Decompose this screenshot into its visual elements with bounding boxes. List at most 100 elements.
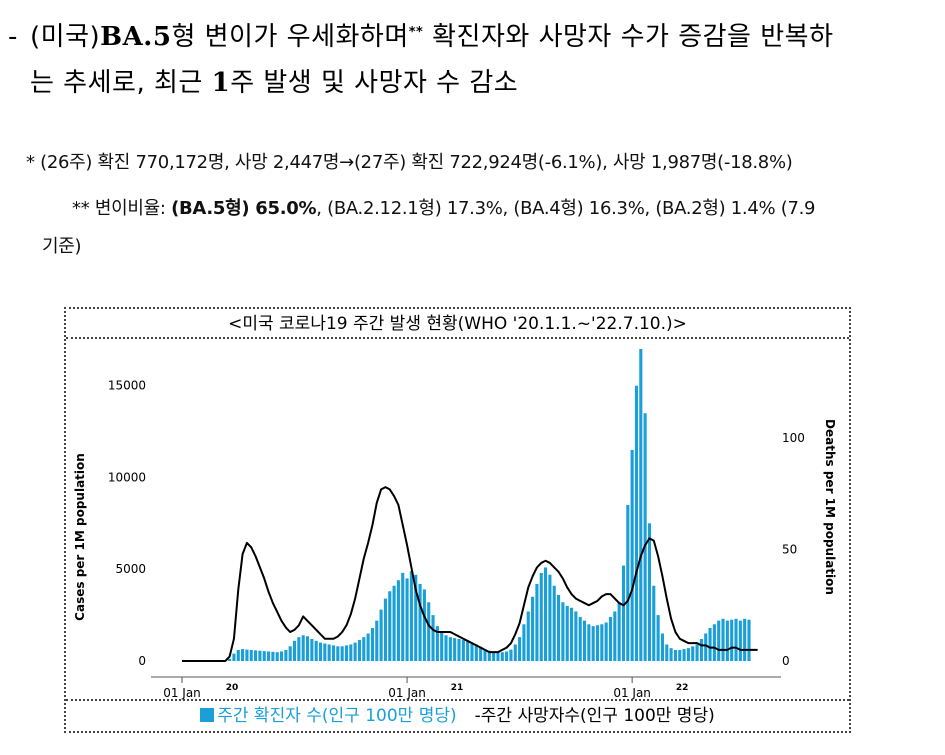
footnote-weekly-stats: * (26주) 확진 770,172명, 사망 2,447명→(27주) 확진 …	[26, 152, 793, 173]
bar-cases	[396, 580, 400, 661]
bar-cases	[708, 627, 712, 661]
legend-square-icon	[200, 708, 215, 722]
bar-cases	[539, 572, 543, 661]
bar-cases	[483, 649, 487, 661]
bar-cases	[513, 644, 517, 661]
bar-cases	[608, 616, 613, 661]
x-tick-year: 22	[676, 683, 689, 693]
chart-frame: <미국 코로나19 주간 발생 현황(WHO '20.1.1.~'22.7.10…	[64, 307, 851, 733]
heading-line-2: 는 추세로, 최근 1주 발생 및 사망자 수 감소	[30, 68, 519, 98]
bar-cases	[660, 633, 664, 661]
bar-cases	[699, 638, 703, 661]
bar-cases	[288, 646, 292, 661]
bar-cases	[370, 627, 374, 661]
bar-cases	[509, 649, 513, 661]
bar-cases	[431, 615, 435, 661]
y-right-tick-label: 100	[782, 431, 805, 445]
bar-cases	[427, 602, 431, 661]
bar-cases	[587, 624, 591, 661]
bar-cases	[331, 645, 336, 661]
bar-cases	[569, 607, 574, 661]
bar-cases	[327, 644, 331, 661]
x-tick-label: 01 Jan	[163, 686, 201, 700]
bar-cases	[691, 646, 695, 661]
bar-cases	[440, 631, 444, 661]
bar-cases	[531, 596, 535, 661]
bar-cases	[310, 638, 314, 661]
bar-cases	[492, 651, 496, 661]
bar-cases	[275, 652, 279, 661]
x-tick-label: 01 Jan	[613, 686, 651, 700]
bar-cases	[656, 615, 660, 661]
bar-cases	[561, 602, 565, 661]
bar-cases	[621, 565, 626, 661]
x-tick-year: 21	[451, 683, 464, 693]
bar-cases	[340, 646, 344, 661]
y-left-tick-label: 10000	[108, 470, 146, 484]
bar-cases	[634, 385, 639, 661]
bar-cases	[284, 649, 288, 661]
footnote-variant-ratio-cont: 기준)	[42, 236, 82, 257]
bar-cases	[453, 638, 457, 661]
bar-cases	[721, 618, 725, 661]
bar-cases	[357, 639, 362, 661]
bar-cases	[267, 651, 271, 661]
y-right-tick-label: 50	[782, 543, 797, 557]
bar-cases	[717, 620, 721, 661]
bar-cases	[457, 638, 461, 661]
bar-cases	[362, 637, 366, 661]
y-right-axis-title: Deaths per 1M population	[823, 419, 837, 595]
bar-cases	[673, 649, 677, 661]
bar-cases	[344, 645, 349, 661]
bar-cases	[595, 625, 600, 661]
bar-cases	[747, 619, 751, 661]
bar-cases	[496, 652, 500, 661]
bar-cases	[318, 642, 323, 661]
bar-cases	[301, 635, 305, 661]
heading-line-1: (미국)BA.5형 변이가 우세화하며** 확진자와 사망자 수가 증감을 반복…	[30, 22, 834, 52]
bar-cases	[652, 585, 656, 661]
bar-cases	[236, 649, 240, 661]
bar-cases	[254, 650, 258, 661]
bar-cases	[241, 649, 245, 661]
bar-cases	[388, 591, 392, 661]
bar-cases	[600, 624, 604, 661]
bar-cases	[297, 637, 301, 661]
bar-cases	[228, 658, 232, 661]
bar-cases	[552, 585, 556, 661]
bar-cases	[409, 571, 413, 661]
bar-cases	[474, 644, 478, 661]
bar-cases	[375, 620, 379, 661]
bar-cases	[518, 637, 522, 661]
bar-cases	[349, 644, 353, 661]
bar-cases	[479, 646, 483, 661]
bar-cases	[734, 618, 738, 661]
bar-cases	[271, 651, 275, 661]
bar-cases	[643, 413, 647, 661]
bar-cases	[435, 626, 439, 661]
bar-cases	[617, 602, 621, 661]
x-tick-year: 20	[226, 683, 239, 693]
bar-cases	[582, 620, 587, 661]
bar-cases	[379, 609, 383, 661]
y-left-tick-label: 0	[138, 654, 146, 668]
chart-legend: 주간 확진자 수(인구 100만 명당) -주간 사망자수(인구 100만 명당)	[66, 699, 849, 731]
bullet-dash: -	[8, 22, 18, 52]
bar-cases	[405, 578, 409, 661]
bar-cases	[743, 618, 747, 661]
bar-cases	[522, 624, 526, 661]
bar-cases	[604, 622, 608, 661]
bar-cases	[565, 605, 569, 661]
bar-cases	[336, 646, 340, 661]
bar-cases	[418, 583, 422, 661]
bar-cases	[557, 594, 561, 661]
bar-cases	[544, 567, 548, 661]
bar-cases	[678, 649, 682, 661]
bar-cases	[487, 650, 491, 661]
bar-cases	[353, 642, 357, 661]
bar-cases	[258, 650, 262, 661]
bar-cases	[470, 642, 474, 661]
bar-cases	[366, 633, 370, 661]
bar-cases	[626, 505, 630, 661]
bar-cases	[323, 643, 327, 661]
